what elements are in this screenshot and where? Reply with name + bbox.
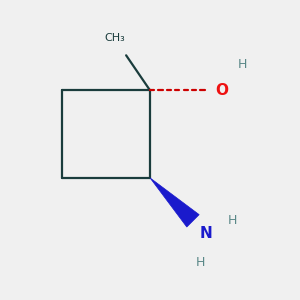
Text: O: O bbox=[215, 83, 228, 98]
Text: CH₃: CH₃ bbox=[105, 33, 125, 43]
Text: H: H bbox=[238, 58, 247, 71]
Text: H: H bbox=[228, 214, 237, 227]
Polygon shape bbox=[150, 178, 199, 227]
Text: H: H bbox=[196, 256, 206, 269]
Text: N: N bbox=[199, 226, 212, 241]
